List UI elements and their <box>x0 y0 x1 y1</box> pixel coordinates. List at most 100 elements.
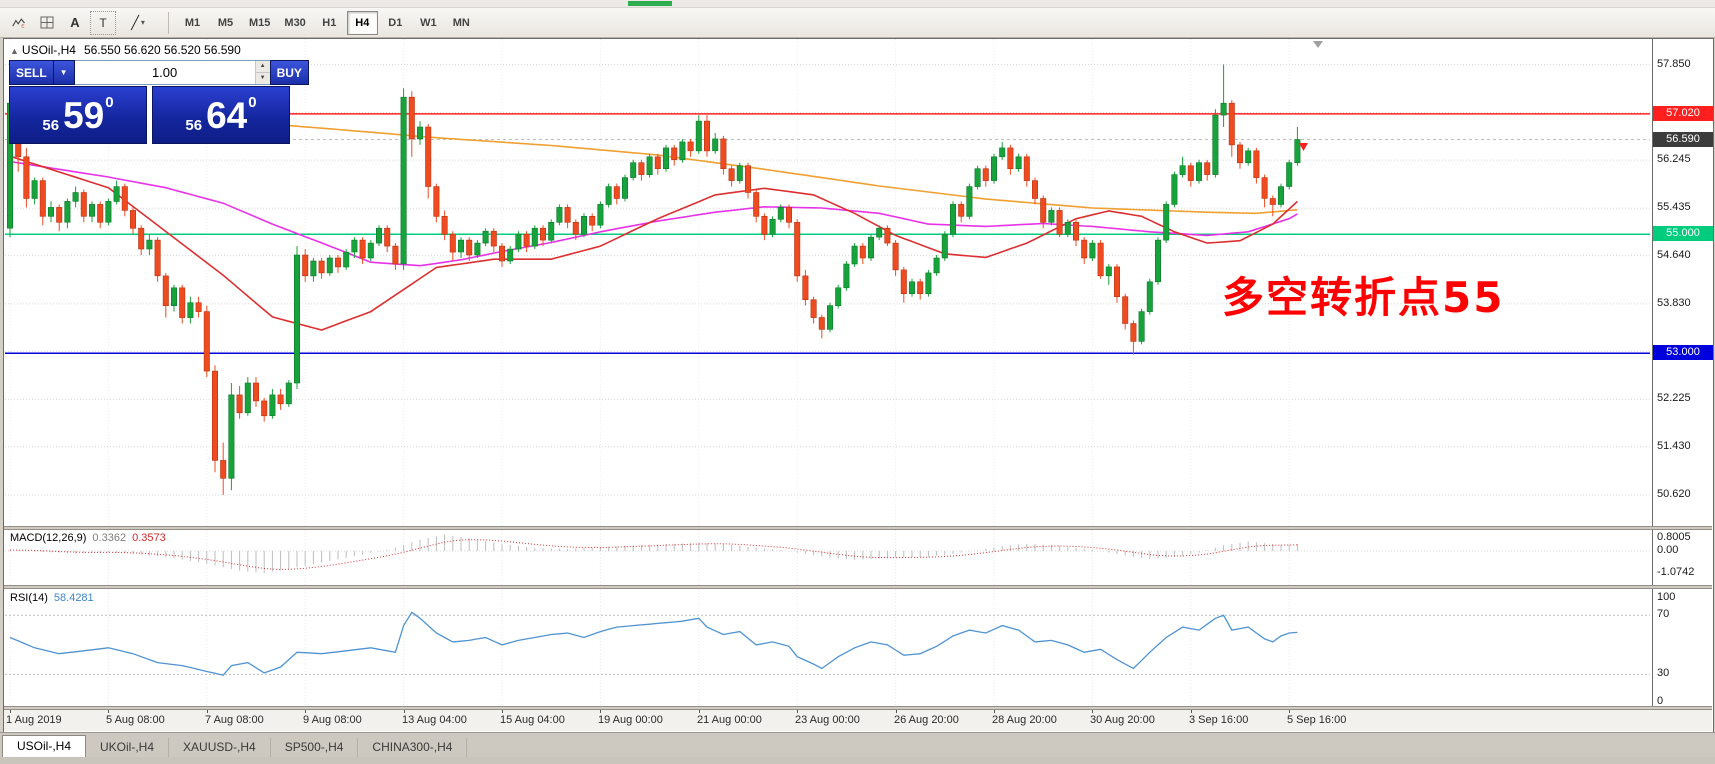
time-axis-label: 13 Aug 04:00 <box>402 714 467 726</box>
cursor-tool-button[interactable]: A <box>62 11 88 35</box>
price-axis-label: 56.245 <box>1657 153 1691 165</box>
rsi-value: 58.4281 <box>53 592 94 604</box>
chart-profile-icon[interactable]: E <box>6 11 32 35</box>
price-axis-separator <box>1652 38 1653 731</box>
timeframe-mn-button[interactable]: MN <box>446 11 477 35</box>
pane-splitter-rsi[interactable] <box>4 585 1712 589</box>
price-axis-label: 53.830 <box>1657 297 1691 309</box>
price-axis-label: 50.620 <box>1657 488 1691 500</box>
tab-xauusd[interactable]: XAUUSD-,H4 <box>169 738 271 757</box>
timeframe-w1-button[interactable]: W1 <box>413 11 444 35</box>
rsi-label: RSI(14) 58.4281 <box>10 592 94 604</box>
rsi-axis-label: 70 <box>1657 608 1670 620</box>
time-axis-tick <box>502 710 503 713</box>
sell-price-quote[interactable]: 56 59 0 <box>9 86 147 144</box>
buy-price-small: 56 <box>185 117 203 134</box>
tab-sp500[interactable]: SP500-,H4 <box>271 738 359 757</box>
time-axis-tick <box>305 710 306 713</box>
symbol-label: USOil-,H4 <box>21 43 76 57</box>
timeframe-m15-button[interactable]: M15 <box>243 11 276 35</box>
macd-value-signal: 0.3573 <box>132 532 166 544</box>
rsi-axis-label: 0 <box>1657 695 1664 707</box>
price-axis-label: 55.435 <box>1657 201 1691 213</box>
grid-icon <box>40 16 54 29</box>
time-axis-tick <box>896 710 897 713</box>
sell-price-big: 59 <box>63 94 105 136</box>
sell-price-sup: 0 <box>105 94 114 111</box>
pane-splitter-macd[interactable] <box>4 526 1712 530</box>
volume-up-button[interactable]: ▲ <box>255 61 270 73</box>
chart-tab-bar: USOil-,H4 UKOil-,H4 XAUUSD-,H4 SP500-,H4… <box>0 732 1715 757</box>
tab-ukoil[interactable]: UKOil-,H4 <box>86 738 170 757</box>
timeframe-d1-button[interactable]: D1 <box>380 11 411 35</box>
time-axis-label: 28 Aug 20:00 <box>992 714 1057 726</box>
price-tag: 56.590 <box>1653 132 1713 147</box>
time-axis-tick <box>10 710 11 713</box>
price-axis-label: 54.640 <box>1657 249 1691 261</box>
time-axis-label: 3 Sep 16:00 <box>1189 714 1249 726</box>
macd-name: MACD(12,26,9) <box>10 532 87 544</box>
svg-text:E: E <box>21 23 24 28</box>
window-title-fragment <box>628 1 672 6</box>
timeframe-h1-button[interactable]: H1 <box>314 11 345 35</box>
toolbar: E A T ╱ ▾ M1 M5 M15 M30 H1 H4 D1 W1 MN <box>0 8 1715 38</box>
window-title-sliver <box>0 0 1715 8</box>
time-axis-tick <box>1191 710 1192 713</box>
rsi-axis-label: 100 <box>1657 591 1676 603</box>
time-axis-strip[interactable] <box>4 710 1712 731</box>
time-axis-tick <box>207 710 208 713</box>
macd-axis-label: -1.0742 <box>1657 566 1695 578</box>
price-axis-label: 57.850 <box>1657 58 1691 70</box>
macd-axis-label: 0.8005 <box>1657 531 1691 543</box>
macd-axis-label: 0.00 <box>1657 544 1679 556</box>
time-axis-label: 5 Aug 08:00 <box>106 714 165 726</box>
sell-price-small: 56 <box>42 117 60 134</box>
tab-usoil[interactable]: USOil-,H4 <box>2 735 87 757</box>
time-axis-label: 23 Aug 00:00 <box>795 714 860 726</box>
timeframe-m5-button[interactable]: M5 <box>210 11 241 35</box>
price-axis-label: 52.225 <box>1657 392 1691 404</box>
volume-down-button[interactable]: ▼ <box>255 73 270 84</box>
time-axis-tick <box>994 710 995 713</box>
time-axis-tick <box>600 710 601 713</box>
trendline-tool-button[interactable]: ╱ ▾ <box>118 11 158 35</box>
trade-menu-button[interactable]: ▼ <box>53 60 75 85</box>
time-axis-tick <box>1289 710 1290 713</box>
timeframe-m30-button[interactable]: M30 <box>278 11 311 35</box>
volume-input-wrap: ▲ ▼ <box>74 60 270 85</box>
time-axis-tick <box>797 710 798 713</box>
chart-title: ▲ USOil-,H4 56.550 56.620 56.520 56.590 <box>10 43 241 57</box>
buy-price-quote[interactable]: 56 64 0 <box>152 86 290 144</box>
time-axis-label: 1 Aug 2019 <box>6 714 62 726</box>
volume-spinner: ▲ ▼ <box>254 61 270 84</box>
chevron-down-icon: ▾ <box>140 18 145 27</box>
buy-price-big: 64 <box>206 94 248 136</box>
time-axis-tick <box>1092 710 1093 713</box>
price-axis-label: 51.430 <box>1657 440 1691 452</box>
ohlc-values: 56.550 56.620 56.520 56.590 <box>83 43 241 57</box>
collapse-panel-icon[interactable]: ▲ <box>10 46 19 56</box>
text-tool-button[interactable]: T <box>90 10 116 35</box>
status-strip <box>0 757 1715 764</box>
tab-china300[interactable]: CHINA300-,H4 <box>358 738 468 757</box>
timeframe-h4-button[interactable]: H4 <box>346 10 378 35</box>
window-grid-icon[interactable] <box>34 11 60 35</box>
chevron-down-icon: ▼ <box>59 68 68 77</box>
time-axis-label: 19 Aug 00:00 <box>598 714 663 726</box>
timeframe-m1-button[interactable]: M1 <box>177 11 208 35</box>
pane-splitter-time[interactable] <box>4 706 1712 710</box>
time-axis-label: 21 Aug 00:00 <box>697 714 762 726</box>
time-axis-tick <box>699 710 700 713</box>
rsi-axis-label: 30 <box>1657 667 1670 679</box>
time-axis-label: 5 Sep 16:00 <box>1287 714 1347 726</box>
time-axis-label: 9 Aug 08:00 <box>303 714 362 726</box>
buy-button[interactable]: BUY <box>269 60 309 85</box>
macd-value-main: 0.3362 <box>92 532 127 544</box>
sell-button[interactable]: SELL <box>9 60 54 85</box>
trendline-icon: ╱ <box>131 14 139 30</box>
volume-input[interactable] <box>74 61 255 84</box>
rsi-name: RSI(14) <box>10 592 48 604</box>
time-axis-label: 26 Aug 20:00 <box>894 714 959 726</box>
price-tag: 55.000 <box>1653 226 1713 241</box>
macd-label: MACD(12,26,9) 0.3362 0.3573 <box>10 532 166 544</box>
